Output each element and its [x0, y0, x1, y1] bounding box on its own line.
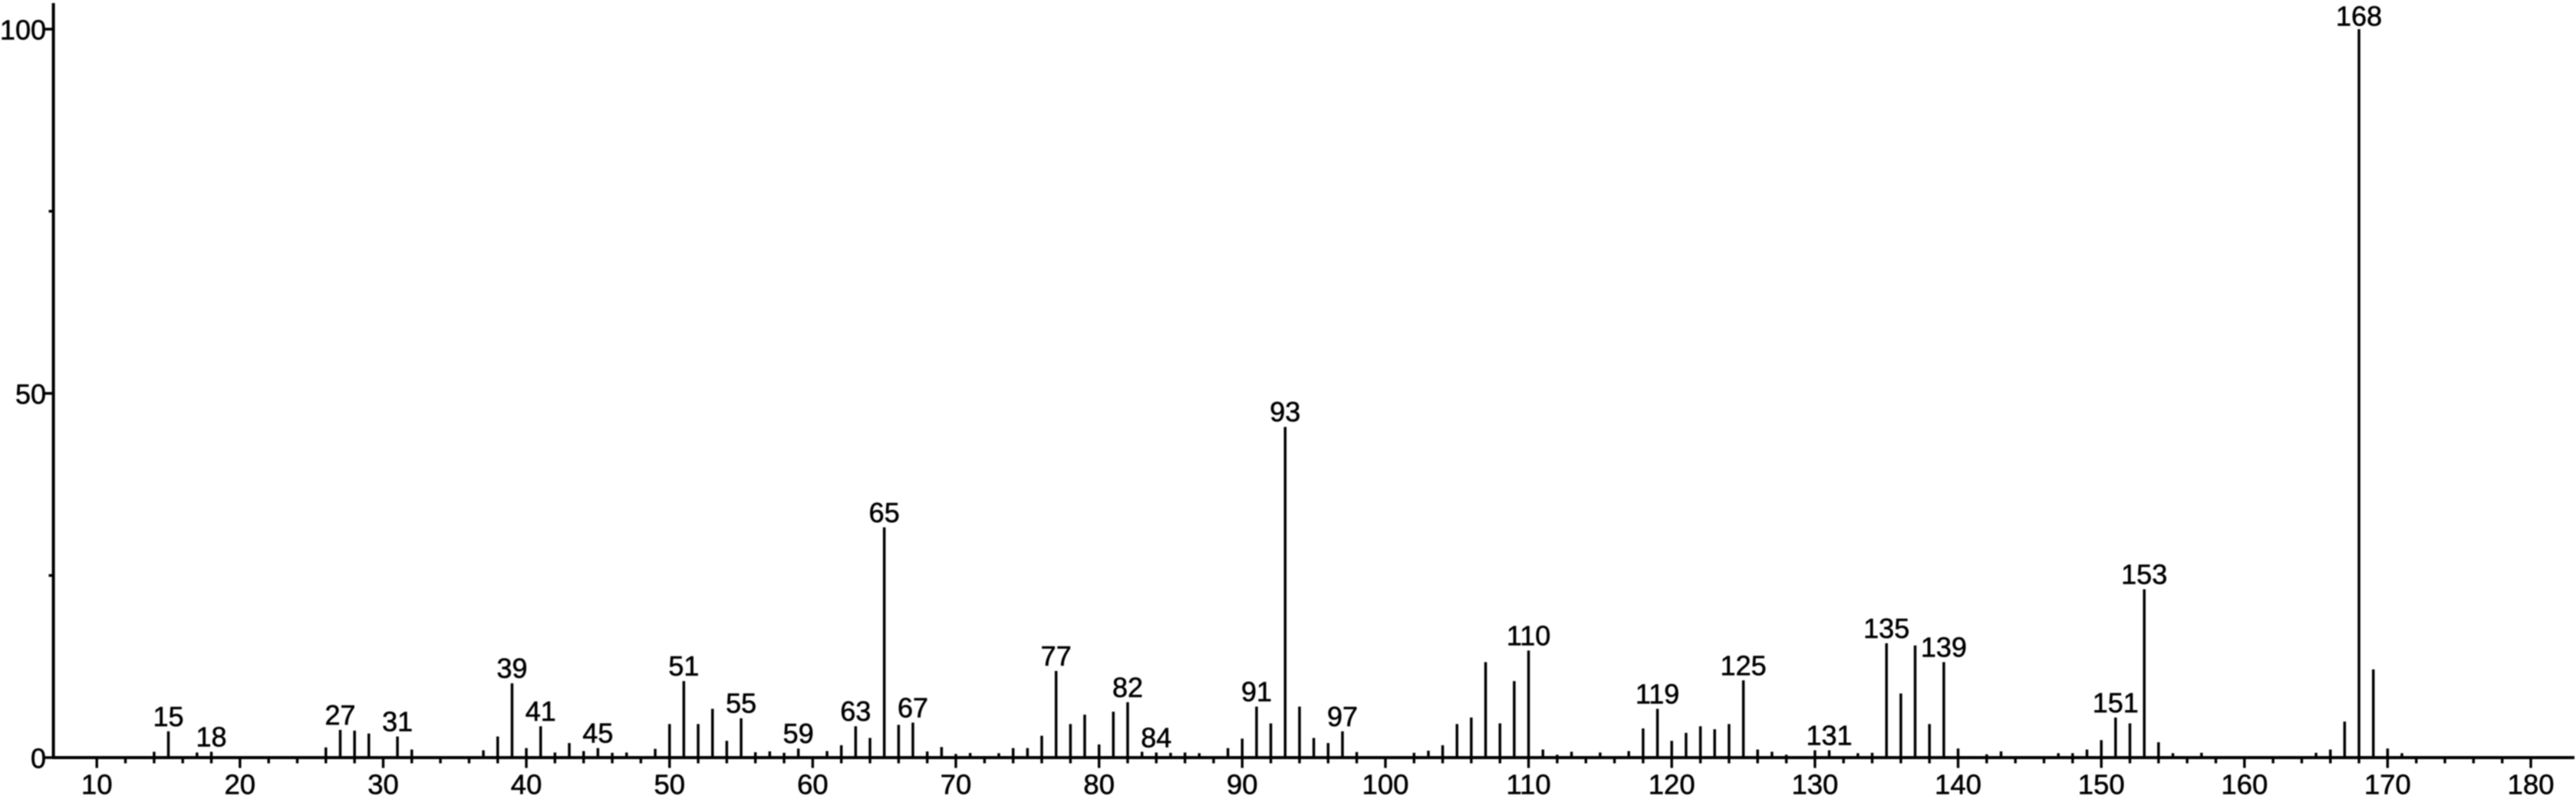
svg-text:0: 0	[31, 742, 46, 774]
svg-text:150: 150	[2078, 769, 2125, 799]
svg-text:50: 50	[654, 769, 685, 799]
svg-text:40: 40	[511, 769, 542, 799]
svg-text:160: 160	[2221, 769, 2268, 799]
svg-text:131: 131	[1806, 720, 1852, 751]
svg-text:60: 60	[797, 769, 828, 799]
svg-text:51: 51	[668, 650, 699, 682]
svg-text:110: 110	[1507, 620, 1550, 651]
svg-text:97: 97	[1327, 701, 1358, 732]
svg-text:20: 20	[224, 769, 255, 799]
svg-text:93: 93	[1270, 396, 1300, 428]
svg-text:119: 119	[1636, 678, 1679, 709]
svg-text:168: 168	[2336, 1, 2382, 32]
svg-text:90: 90	[1227, 769, 1258, 799]
svg-text:130: 130	[1791, 769, 1838, 799]
svg-text:77: 77	[1041, 640, 1072, 672]
svg-text:27: 27	[324, 699, 355, 731]
svg-text:139: 139	[1921, 632, 1967, 663]
svg-text:91: 91	[1241, 676, 1272, 708]
svg-text:10: 10	[81, 769, 113, 799]
svg-text:65: 65	[869, 497, 900, 528]
svg-text:110: 110	[1506, 769, 1550, 799]
svg-text:63: 63	[840, 695, 871, 727]
svg-text:59: 59	[783, 718, 814, 749]
svg-text:15: 15	[153, 701, 183, 732]
svg-text:30: 30	[367, 769, 399, 799]
svg-text:170: 170	[2364, 769, 2411, 799]
svg-text:84: 84	[1141, 722, 1171, 753]
svg-text:67: 67	[898, 692, 928, 723]
svg-text:153: 153	[2121, 559, 2167, 590]
svg-text:100: 100	[0, 14, 46, 45]
svg-text:151: 151	[2093, 687, 2139, 718]
svg-text:125: 125	[1721, 649, 1767, 681]
svg-text:120: 120	[1649, 769, 1695, 799]
svg-text:50: 50	[15, 378, 46, 409]
svg-text:100: 100	[1362, 769, 1409, 799]
svg-text:55: 55	[726, 688, 756, 719]
svg-text:135: 135	[1863, 613, 1909, 644]
svg-text:180: 180	[2508, 769, 2555, 799]
svg-text:82: 82	[1112, 672, 1143, 703]
svg-text:18: 18	[196, 721, 226, 752]
svg-text:140: 140	[1935, 769, 1981, 799]
svg-text:70: 70	[940, 769, 972, 799]
svg-text:31: 31	[382, 706, 413, 738]
svg-text:45: 45	[582, 718, 613, 749]
svg-text:39: 39	[496, 653, 527, 684]
svg-text:41: 41	[525, 695, 556, 727]
svg-text:80: 80	[1083, 769, 1115, 799]
